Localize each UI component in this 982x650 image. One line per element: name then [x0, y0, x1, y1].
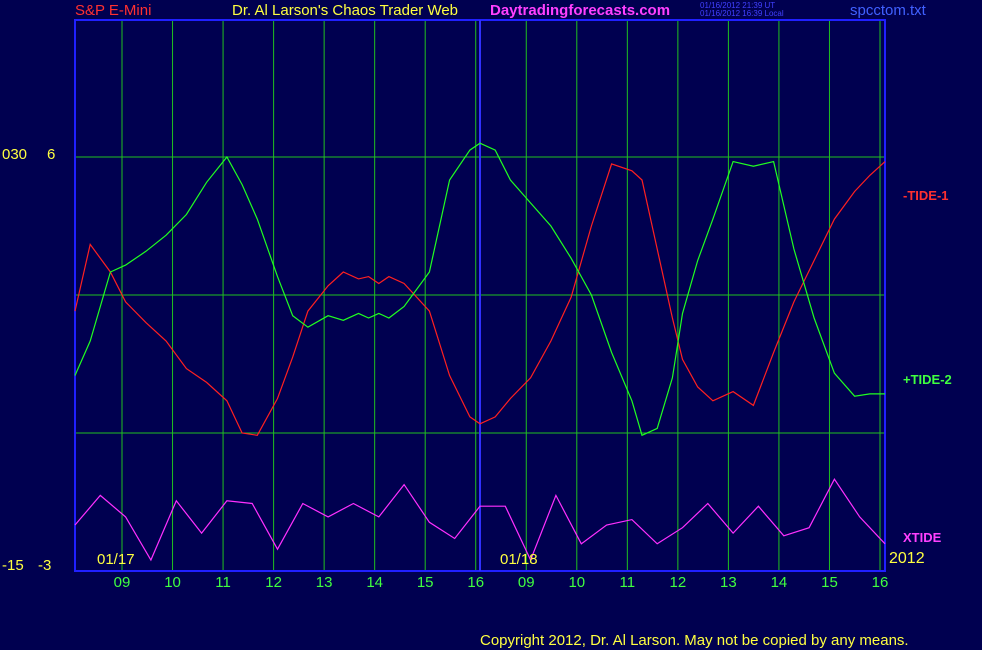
x-tick-label-12: 13: [720, 574, 737, 591]
x-tick-label-4: 13: [316, 574, 333, 591]
x-tick-label-3: 12: [265, 574, 282, 591]
site-label: Daytradingforecasts.com: [490, 2, 671, 19]
x-tick-label-15: 16: [872, 574, 889, 591]
y-label-top-right: 6: [47, 146, 56, 163]
series-tide1-line: [74, 161, 886, 436]
x-tick-label-0: 09: [114, 574, 131, 591]
x-tick-label-7: 16: [467, 574, 484, 591]
date-label-1: 01/17: [97, 551, 135, 568]
date-label-2: 01/18: [500, 551, 538, 568]
x-tick-label-2: 11: [215, 574, 231, 591]
timestamp-ut: 01/16/2012 21:39 UT: [700, 1, 776, 10]
timestamp-local: 01/16/2012 16:39 Local: [700, 9, 784, 18]
legend-tide1: -TIDE-1: [903, 188, 949, 203]
copyright-notice: Copyright 2012, Dr. Al Larson. May not b…: [480, 632, 909, 649]
y-label-bottom-left: -15: [2, 557, 24, 574]
x-tick-label-10: 11: [620, 574, 636, 591]
x-tick-label-8: 09: [518, 574, 535, 591]
x-tick-label-14: 15: [821, 574, 838, 591]
y-label-bottom-right: -3: [38, 557, 52, 574]
y-label-top-left: 030: [2, 146, 28, 163]
series-xtide-line: [74, 478, 886, 562]
x-tick-label-5: 14: [366, 574, 383, 591]
grid-lines: [75, 20, 885, 571]
legend-xtide: XTIDE: [903, 530, 942, 545]
x-tick-label-13: 14: [771, 574, 788, 591]
symbol-label: S&P E-Mini: [75, 2, 152, 19]
year-label: 2012: [889, 550, 925, 567]
x-tick-label-6: 15: [417, 574, 434, 591]
x-tick-label-1: 10: [164, 574, 181, 591]
x-tick-labels: 09 10 11 12 13 14 15 16 09 10 11 12 13 14 15 16: [114, 574, 889, 591]
x-tick-label-11: 12: [670, 574, 687, 591]
series-layer: [74, 142, 886, 562]
legend-tide2: +TIDE-2: [903, 372, 952, 387]
chart-title: Dr. Al Larson's Chaos Trader Web: [232, 2, 459, 19]
x-tick-label-9: 10: [568, 574, 585, 591]
series-tide2-line: [74, 142, 885, 437]
file-name: spcctom.txt: [850, 2, 926, 19]
